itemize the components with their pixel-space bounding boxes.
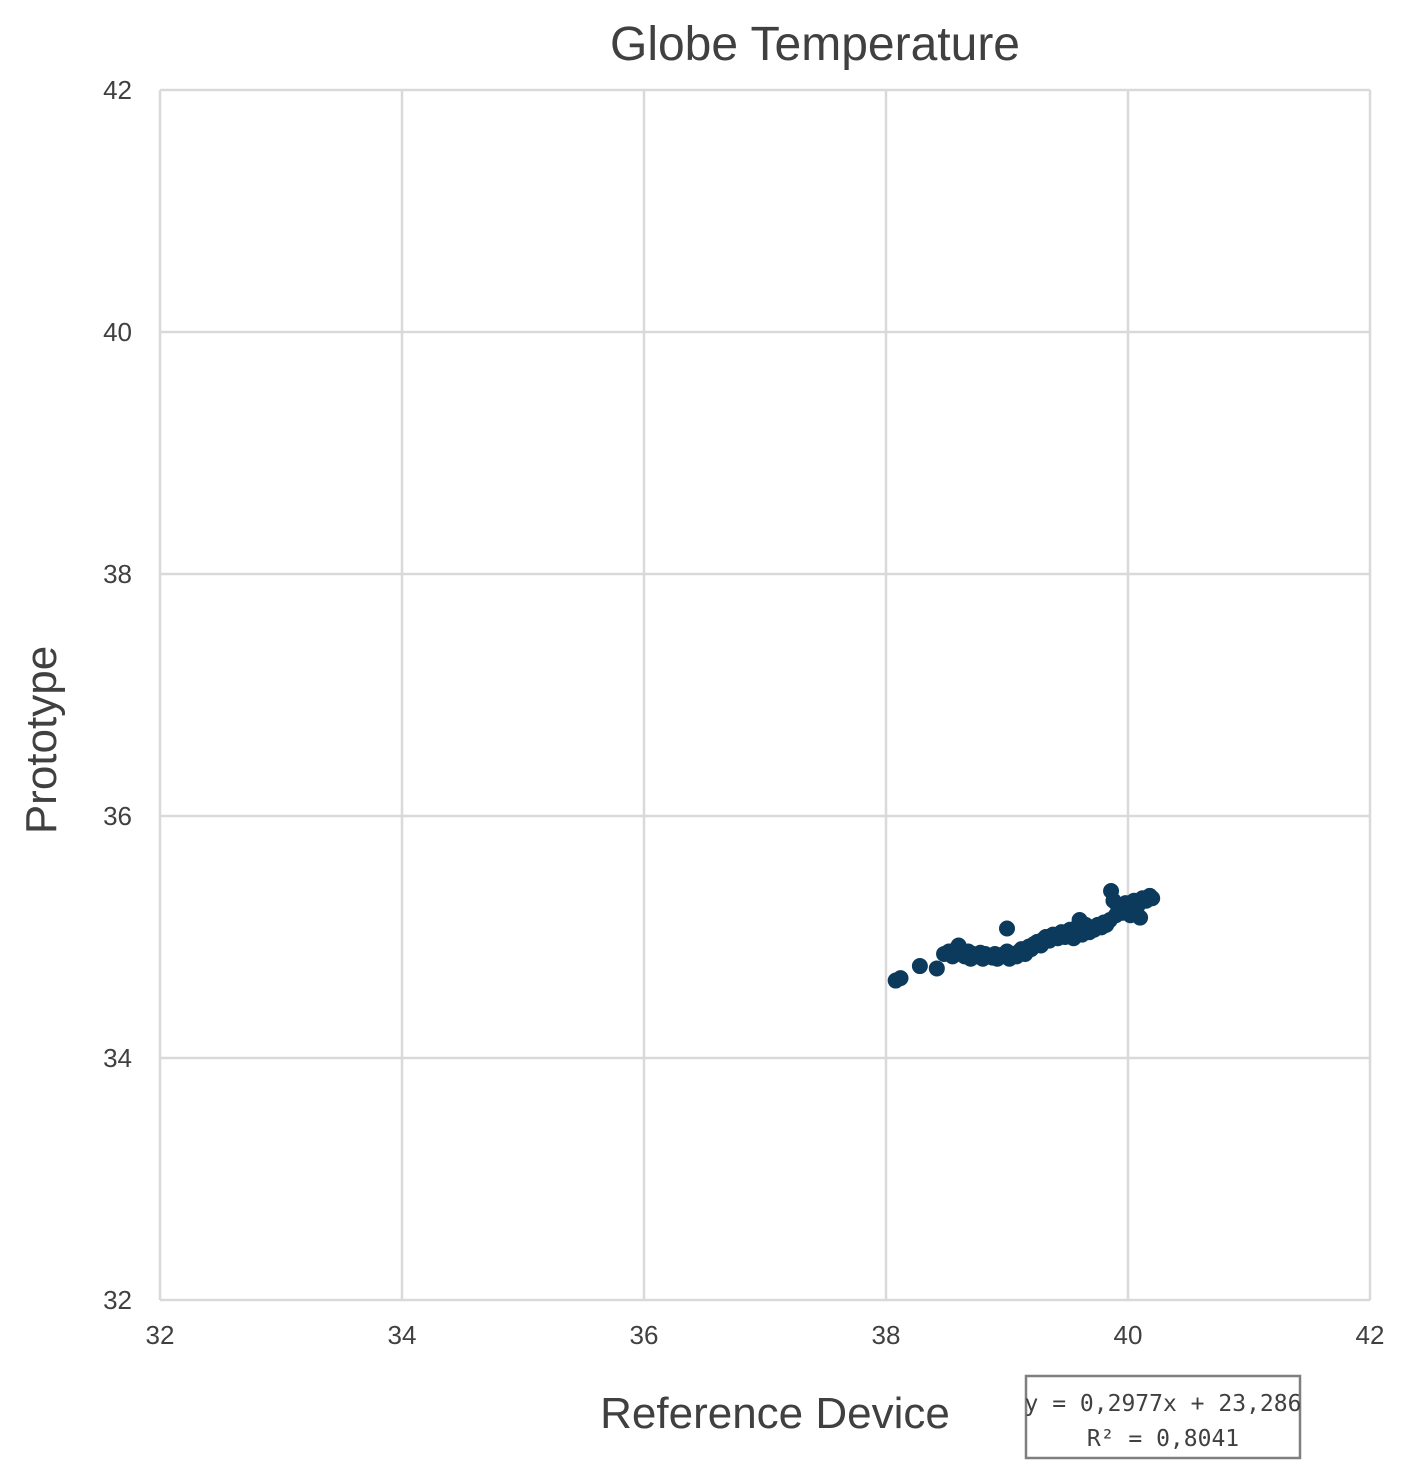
y-tick-label: 34 [103, 1043, 132, 1073]
data-point [928, 960, 945, 977]
y-axis-label: Prototype [17, 646, 66, 834]
y-tick-label: 32 [103, 1285, 132, 1315]
x-axis-ticks: 32 34 36 38 40 42 [146, 1320, 1385, 1350]
x-axis-label: Reference Device [600, 1389, 950, 1438]
chart-title: Globe Temperature [610, 18, 1020, 71]
equation-box-frame [1024, 1374, 1302, 1460]
trendline-equation-box: y = 0,2977x + 23,286 R² = 0,8041 [1024, 1374, 1302, 1460]
data-point [892, 970, 909, 987]
x-tick-label: 40 [1114, 1320, 1143, 1350]
y-tick-label: 38 [103, 559, 132, 589]
data-point [999, 920, 1015, 937]
y-axis-ticks: 32 34 36 38 40 42 [103, 75, 132, 1315]
grid-lines [158, 88, 1372, 1302]
trendline-equation: y = 0,2977x + 23,286 [1025, 1391, 1302, 1417]
data-point [1132, 909, 1149, 926]
x-tick-label: 34 [388, 1320, 417, 1350]
y-tick-label: 40 [103, 317, 132, 347]
x-tick-label: 36 [630, 1320, 659, 1350]
y-tick-label: 36 [103, 801, 132, 831]
x-tick-label: 42 [1356, 1320, 1385, 1350]
data-point [911, 958, 928, 975]
x-tick-label: 38 [872, 1320, 901, 1350]
y-tick-label: 42 [103, 75, 132, 105]
trendline-r-squared: R² = 0,8041 [1087, 1426, 1239, 1452]
data-points [887, 883, 1161, 989]
data-point [1144, 890, 1161, 907]
x-tick-label: 32 [146, 1320, 175, 1350]
